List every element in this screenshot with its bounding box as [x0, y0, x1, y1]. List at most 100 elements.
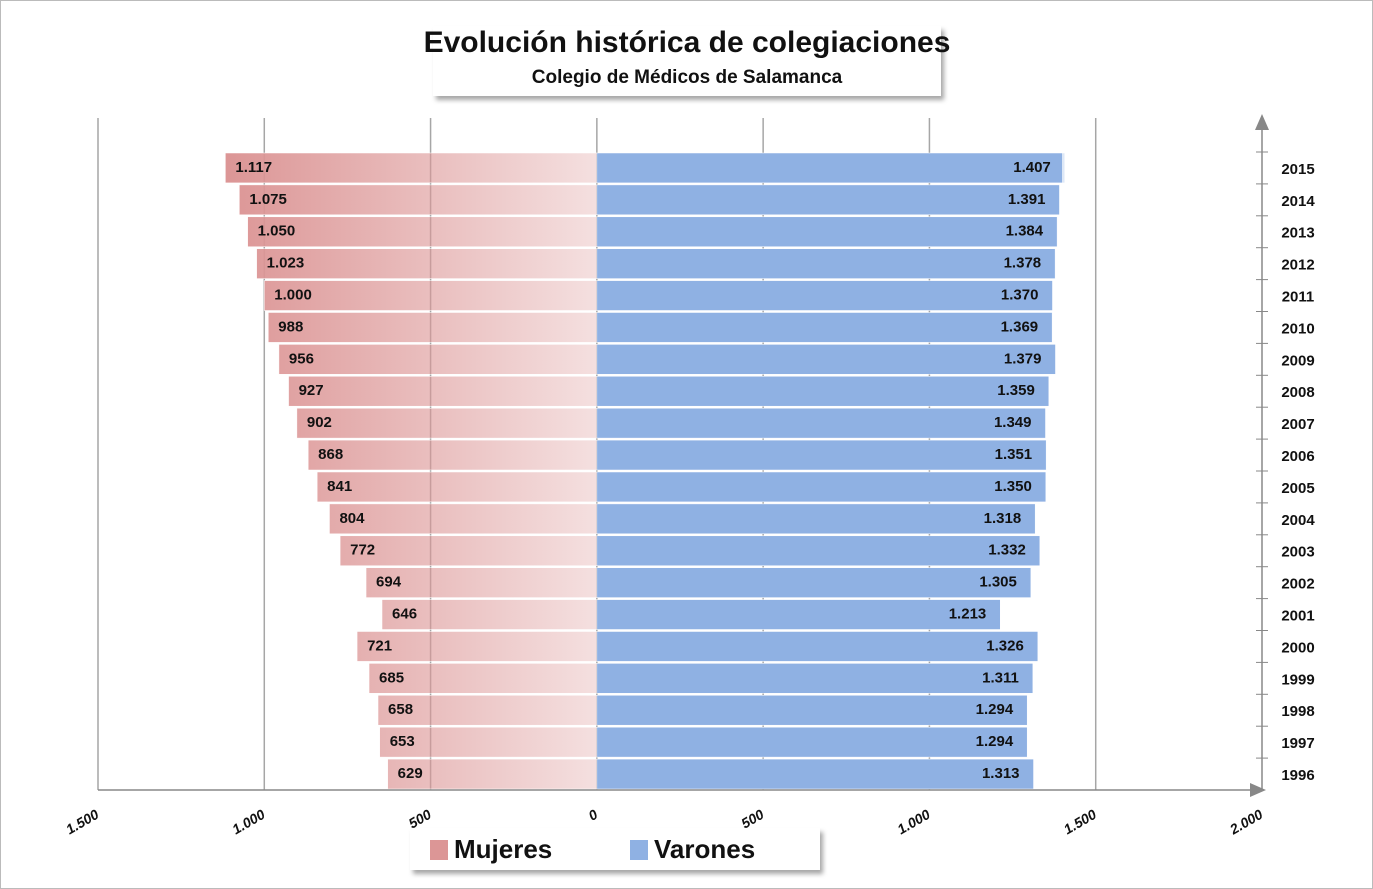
bar [356, 631, 598, 662]
bar [596, 663, 1034, 694]
bar [239, 184, 598, 216]
y-axis-arrow [1255, 114, 1269, 130]
y-tick-label: 2003 [1281, 544, 1314, 561]
data-label: 1.370 [1001, 287, 1039, 304]
data-label: 1.407 [1013, 159, 1051, 176]
data-label: 1.294 [976, 733, 1014, 750]
data-label: 841 [327, 478, 352, 495]
y-tick-label: 2012 [1281, 257, 1314, 274]
y-tick-label: 1999 [1281, 671, 1314, 688]
data-label: 804 [339, 510, 365, 527]
y-tick-label: 2010 [1281, 320, 1314, 337]
data-label: 1.369 [1001, 318, 1039, 335]
bar [296, 407, 598, 439]
bar [387, 758, 598, 790]
data-label: 868 [318, 446, 343, 463]
bar [596, 567, 1032, 598]
y-tick-label: 2002 [1281, 576, 1314, 593]
bar [339, 535, 598, 566]
bar [596, 535, 1041, 566]
bar [596, 599, 1001, 630]
data-label: 772 [350, 542, 375, 559]
bar [596, 216, 1058, 247]
bar [288, 376, 598, 407]
bar [596, 503, 1036, 535]
data-label: 1.050 [258, 223, 296, 240]
y-tick-label: 2013 [1281, 225, 1314, 242]
bar [377, 695, 598, 726]
y-tick-label: 2001 [1281, 608, 1314, 625]
y-tick-label: 2000 [1281, 639, 1314, 656]
data-label: 1.326 [986, 637, 1024, 654]
bar [596, 312, 1053, 343]
y-tick-label: 2011 [1282, 289, 1315, 306]
y-tick-label: 2008 [1281, 384, 1314, 401]
data-label: 1.305 [979, 574, 1017, 591]
data-label: 694 [376, 574, 402, 591]
bar [247, 216, 598, 247]
bar [596, 344, 1056, 375]
bar [268, 312, 598, 343]
data-label: 1.023 [267, 255, 305, 272]
y-tick-label: 2009 [1281, 352, 1314, 369]
data-label: 902 [307, 414, 332, 431]
data-label: 629 [398, 765, 423, 782]
y-tick-label: 1998 [1281, 703, 1314, 720]
data-label: 1.318 [984, 510, 1022, 527]
data-label: 1.075 [249, 191, 287, 208]
bar [379, 726, 598, 758]
legend-swatch [430, 840, 448, 860]
data-label: 646 [392, 606, 417, 623]
bar [368, 663, 598, 694]
bar [316, 471, 598, 503]
chart-subtitle: Colegio de Médicos de Salamanca [532, 67, 843, 88]
legend-box [410, 828, 820, 870]
bar [596, 280, 1053, 311]
chart-title: Evolución histórica de colegiaciones [424, 26, 951, 59]
bar [596, 758, 1034, 790]
bar [596, 695, 1028, 726]
legend-swatch [630, 840, 648, 860]
data-label: 1.379 [1004, 350, 1042, 367]
title-box [433, 26, 941, 96]
data-label: 1.349 [994, 414, 1032, 431]
legend: Mujeres Varones [430, 834, 755, 864]
bar [596, 631, 1039, 662]
y-tick-label: 1996 [1281, 767, 1314, 784]
data-label: 685 [379, 669, 404, 686]
y-tick-label: 2015 [1281, 161, 1314, 178]
bar [596, 376, 1050, 407]
x-axis-arrow [1250, 783, 1266, 797]
data-label: 1.350 [994, 478, 1032, 495]
bar [381, 599, 598, 630]
bars: 1.117 1.075 1.050 1.023 1.000 988 956 927 902 868… [225, 152, 1066, 790]
data-label: 658 [388, 701, 413, 718]
data-label: 1.359 [997, 382, 1035, 399]
y-tick-label: 2004 [1281, 512, 1315, 529]
bar [596, 439, 1047, 471]
bar [256, 248, 598, 279]
data-label: 1.384 [1006, 223, 1044, 240]
bar [225, 152, 598, 184]
bar [596, 726, 1028, 758]
bar [264, 280, 598, 311]
bar [365, 567, 598, 598]
data-label: 1.391 [1008, 191, 1046, 208]
data-label: 1.332 [988, 542, 1026, 559]
legend-label: Mujeres [454, 834, 552, 864]
data-label: 956 [289, 350, 314, 367]
bar [278, 344, 598, 375]
y-tick-label: 1997 [1281, 735, 1314, 752]
data-label: 1.294 [976, 701, 1014, 718]
y-tick-label: 2014 [1281, 193, 1315, 210]
data-label: 927 [299, 382, 324, 399]
data-label: 1.378 [1004, 255, 1042, 272]
data-label: 988 [278, 318, 303, 335]
y-tick-label: 2006 [1281, 448, 1314, 465]
data-label: 1.213 [949, 606, 987, 623]
data-label: 721 [367, 637, 392, 654]
y-tick-label: 2007 [1281, 416, 1314, 433]
bar [596, 184, 1060, 216]
bar [329, 503, 598, 535]
